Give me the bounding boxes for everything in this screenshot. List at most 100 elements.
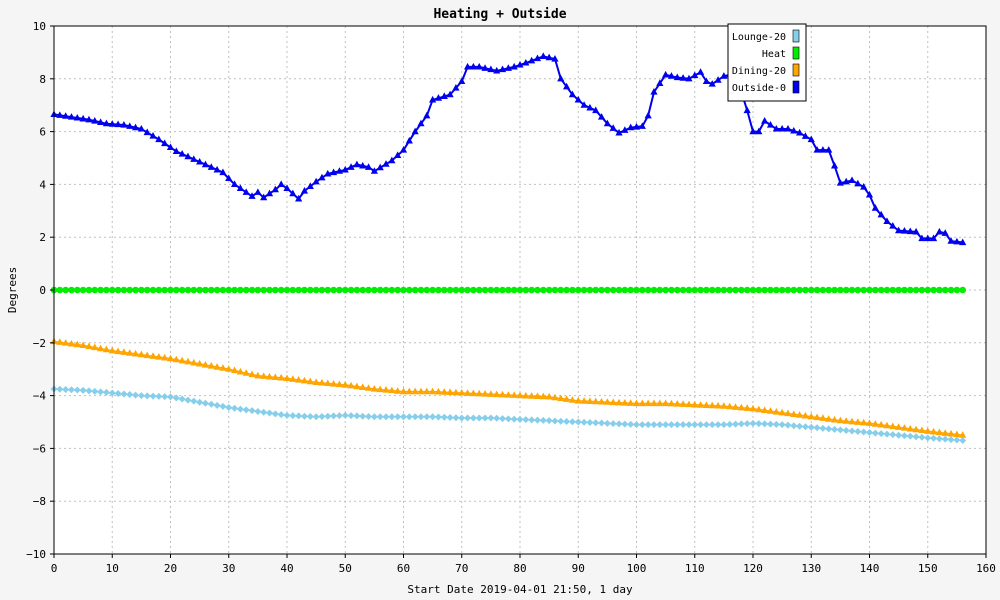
- data-point: [283, 184, 291, 191]
- data-point: [959, 238, 967, 246]
- data-point: [411, 413, 419, 421]
- data-point: [650, 421, 658, 429]
- data-point: [540, 286, 547, 294]
- data-point: [178, 395, 186, 403]
- data-point: [184, 286, 192, 294]
- data-point: [895, 423, 903, 430]
- data-point: [56, 111, 64, 118]
- data-point: [877, 430, 885, 438]
- data-point: [673, 421, 681, 429]
- data-point: [871, 420, 879, 427]
- data-point: [732, 420, 740, 428]
- data-point: [615, 286, 623, 294]
- data-point: [330, 168, 338, 176]
- data-point: [434, 94, 443, 101]
- data-point: [819, 414, 827, 421]
- data-point: [737, 403, 745, 411]
- data-point: [271, 185, 279, 193]
- data-point: [720, 286, 728, 294]
- data-point: [592, 106, 600, 114]
- data-point: [318, 286, 326, 294]
- data-point: [312, 177, 320, 185]
- data-point: [79, 341, 87, 349]
- data-point: [487, 65, 495, 73]
- data-point: [714, 401, 722, 409]
- data-point: [813, 146, 821, 153]
- data-point: [947, 237, 955, 244]
- data-point: [766, 121, 775, 128]
- data-point: [563, 286, 570, 294]
- data-point: [335, 380, 344, 388]
- data-point: [510, 391, 518, 398]
- data-point: [720, 72, 728, 79]
- data-point: [609, 398, 617, 406]
- data-point: [691, 400, 699, 408]
- data-point: [429, 286, 436, 294]
- data-point: [830, 415, 839, 423]
- data-point: [807, 286, 815, 294]
- data-point: [178, 356, 186, 364]
- data-point: [289, 189, 297, 197]
- data-point: [563, 395, 571, 402]
- data-point: [231, 286, 238, 294]
- data-point: [668, 286, 675, 294]
- data-point: [248, 407, 256, 415]
- data-point: [399, 387, 408, 395]
- data-point: [359, 161, 367, 169]
- data-point: [254, 371, 262, 379]
- data-point: [656, 286, 664, 294]
- data-point: [73, 113, 81, 121]
- data-point: [924, 234, 932, 242]
- data-point: [615, 128, 623, 136]
- data-point: [97, 344, 105, 352]
- legend-swatch: [792, 80, 800, 94]
- data-point: [120, 390, 128, 398]
- data-point: [108, 389, 116, 397]
- data-point: [586, 286, 594, 294]
- data-point: [685, 421, 693, 429]
- data-point: [463, 62, 472, 70]
- data-point: [434, 413, 442, 421]
- data-point: [335, 167, 344, 174]
- data-point: [161, 393, 169, 401]
- data-point: [871, 204, 879, 211]
- data-point: [574, 95, 582, 103]
- data-point: [394, 387, 402, 394]
- data-point: [819, 146, 827, 153]
- data-point: [394, 151, 402, 158]
- data-point: [230, 366, 239, 374]
- data-point: [382, 386, 390, 393]
- data-point: [825, 425, 833, 433]
- data-point: [819, 286, 827, 294]
- data-point: [545, 53, 553, 61]
- data-point: [650, 88, 658, 95]
- data-point: [56, 385, 64, 393]
- data-point: [376, 413, 384, 421]
- data-point: [225, 403, 233, 411]
- data-point: [772, 124, 780, 132]
- data-point: [91, 286, 99, 294]
- data-point: [103, 286, 110, 294]
- data-point: [423, 413, 431, 421]
- data-point: [207, 362, 215, 369]
- data-point: [219, 364, 227, 371]
- data-point: [825, 415, 833, 422]
- data-point: [516, 415, 524, 423]
- data-point: [743, 286, 751, 294]
- data-point: [464, 414, 472, 422]
- data-point: [790, 422, 798, 430]
- data-point: [97, 286, 104, 294]
- data-point: [469, 414, 477, 422]
- data-point: [784, 124, 792, 132]
- data-point: [633, 286, 640, 294]
- data-point: [108, 120, 116, 127]
- data-point: [767, 286, 774, 294]
- data-point: [691, 286, 699, 294]
- data-point: [359, 286, 367, 294]
- data-point: [959, 286, 966, 294]
- data-point: [137, 392, 145, 400]
- y-tick-label: 0: [39, 284, 46, 297]
- data-point: [848, 286, 856, 294]
- data-point: [458, 77, 466, 85]
- data-point: [842, 286, 850, 294]
